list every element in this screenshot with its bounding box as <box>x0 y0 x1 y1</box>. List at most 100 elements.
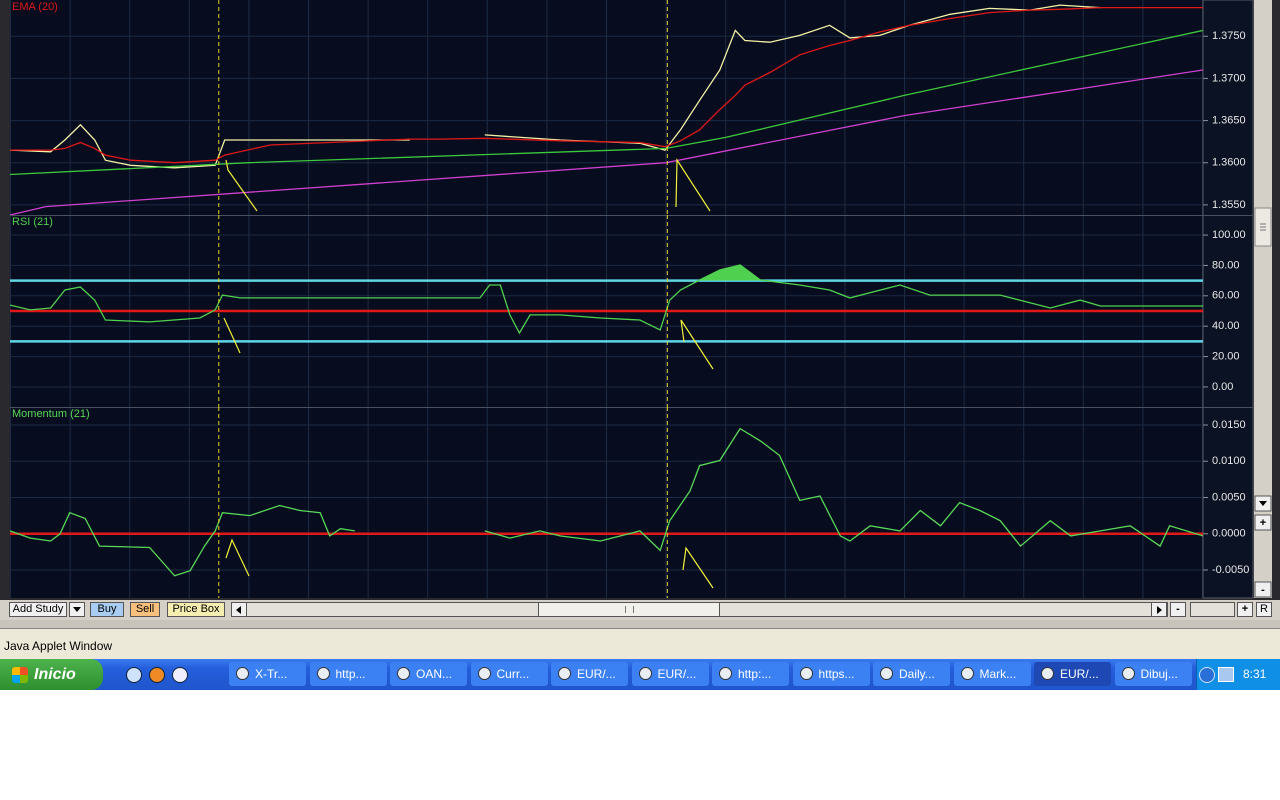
task-label: OAN... <box>416 667 453 681</box>
task-button[interactable]: Daily... <box>873 662 950 686</box>
panel-title: RSI (21) <box>12 216 53 228</box>
y-tick-label: 0.0100 <box>1212 455 1246 467</box>
annotation-arrow <box>680 319 714 370</box>
task-label: Mark... <box>979 667 1017 681</box>
task-label: http... <box>335 667 366 681</box>
task-button[interactable]: http... <box>309 662 387 686</box>
zoom-out-label: - <box>1261 584 1265 596</box>
y-tick-label: 60.00 <box>1212 290 1240 302</box>
task-icon <box>316 667 330 680</box>
windows-logo <box>12 667 28 683</box>
axis-column <box>1202 0 1254 599</box>
y-tick-label: 1.3650 <box>1212 114 1246 126</box>
task-icon <box>477 667 491 680</box>
annotations <box>223 158 714 589</box>
y-tick-label: 0.0150 <box>1212 419 1246 431</box>
sell-button[interactable]: Sell <box>130 602 160 617</box>
series-line <box>10 29 1203 176</box>
task-icon <box>799 667 813 680</box>
series-line <box>10 264 1203 335</box>
vertical-grid <box>10 0 1203 598</box>
task-icon <box>1041 667 1054 680</box>
series-line <box>10 4 1101 169</box>
scroll-right-button[interactable] <box>1151 602 1167 617</box>
task-label: X-Tr... <box>255 667 288 681</box>
tray-expand-button[interactable] <box>1199 667 1215 683</box>
arrow-icon <box>1259 501 1267 506</box>
panel <box>10 215 1203 407</box>
y-tick-label: 1.3750 <box>1212 30 1246 42</box>
zoom-out-button[interactable]: - <box>1170 602 1186 617</box>
task-button[interactable]: http:... <box>712 662 789 686</box>
panel <box>10 0 1203 215</box>
task-icon <box>558 667 571 680</box>
annotation-arrow <box>223 317 241 354</box>
task-button[interactable]: X-Tr... <box>229 662 306 686</box>
y-tick-label: 40.00 <box>1212 320 1240 332</box>
y-tick-label: 0.0050 <box>1212 491 1246 503</box>
chart-area: 1.3550 1.3600 1.3650 1.3700 1.3750 EMA (20) 0.… <box>0 0 1280 600</box>
y-tick-label: 1.3700 <box>1212 72 1246 84</box>
scroll-thumb[interactable] <box>538 602 720 617</box>
task-button[interactable]: https... <box>792 662 870 686</box>
buy-button[interactable]: Buy <box>90 602 124 617</box>
quick-launch-icon[interactable] <box>172 667 188 683</box>
y-tick-label: -0.0050 <box>1212 564 1249 576</box>
panels: 1.3550 1.3600 1.3650 1.3700 1.3750 EMA (20) 0.… <box>10 0 1249 598</box>
quick-launch-icon[interactable] <box>149 667 165 683</box>
task-label: EUR/... <box>657 667 697 681</box>
annotation-arrow <box>225 538 250 577</box>
task-button[interactable]: EUR/... <box>551 662 628 686</box>
status-bar: Java Applet Window <box>0 629 1280 659</box>
vertical-scrollbar[interactable] <box>1254 0 1272 598</box>
task-label: https... <box>818 667 855 681</box>
tray-icon <box>1218 667 1234 682</box>
quick-launch-icon[interactable] <box>126 667 142 683</box>
thumb-grip <box>1260 223 1266 231</box>
task-label: Curr... <box>496 667 530 681</box>
y-tick-label: 1.3600 <box>1212 157 1246 169</box>
toolbar: Add Study Buy Sell Price Box - + R <box>0 600 1280 620</box>
annotation-arrow <box>682 546 714 589</box>
task-icon <box>397 667 410 680</box>
zoom-in-label: + <box>1260 517 1266 529</box>
y-tick-label: 0.00 <box>1212 381 1233 393</box>
task-label: Dibuj... <box>1140 667 1178 681</box>
panel <box>10 407 1203 598</box>
annotation-arrow <box>675 158 711 212</box>
task-icon <box>719 667 732 680</box>
panel-title: Momentum (21) <box>12 408 90 420</box>
y-tick-label: 0.0000 <box>1212 528 1246 540</box>
task-icon <box>236 667 249 680</box>
y-tick-label: 80.00 <box>1212 259 1240 271</box>
task-button[interactable]: Dibuj... <box>1114 662 1192 686</box>
reset-button[interactable]: R <box>1256 602 1272 617</box>
task-icon <box>880 667 893 680</box>
window-border <box>0 620 1280 629</box>
task-button[interactable]: Curr... <box>470 662 548 686</box>
task-button[interactable]: EUR/... <box>631 662 709 686</box>
zoom-in-button[interactable] <box>1254 514 1272 531</box>
scroll-left-button[interactable] <box>231 602 247 617</box>
zoom-slider[interactable] <box>1190 602 1235 617</box>
series-line <box>10 427 1203 577</box>
task-button[interactable]: EUR/... <box>1034 662 1111 686</box>
task-label: EUR/... <box>1060 667 1099 681</box>
y-axis: -0.0050 0.0000 0.0050 0.0100 0.0150 <box>1203 419 1249 576</box>
task-icon <box>960 667 974 680</box>
zoom-out-button[interactable] <box>1254 581 1272 598</box>
dropdown-button[interactable] <box>69 602 85 617</box>
clock: 8:31 <box>1243 667 1267 681</box>
task-button[interactable]: OAN... <box>390 662 467 686</box>
annotation-arrow <box>225 159 258 212</box>
y-tick-label: 20.00 <box>1212 350 1240 362</box>
task-button[interactable]: Mark... <box>953 662 1031 686</box>
task-label: EUR/... <box>577 667 616 681</box>
price-box-button[interactable]: Price Box <box>167 602 225 617</box>
task-label: Daily... <box>899 667 935 681</box>
task-icon <box>638 667 652 680</box>
zoom-in-button[interactable]: + <box>1237 602 1253 617</box>
y-axis: 0.00 20.00 40.00 60.00 80.00 100.00 <box>1203 229 1246 393</box>
add-study-button[interactable]: Add Study <box>9 602 67 617</box>
